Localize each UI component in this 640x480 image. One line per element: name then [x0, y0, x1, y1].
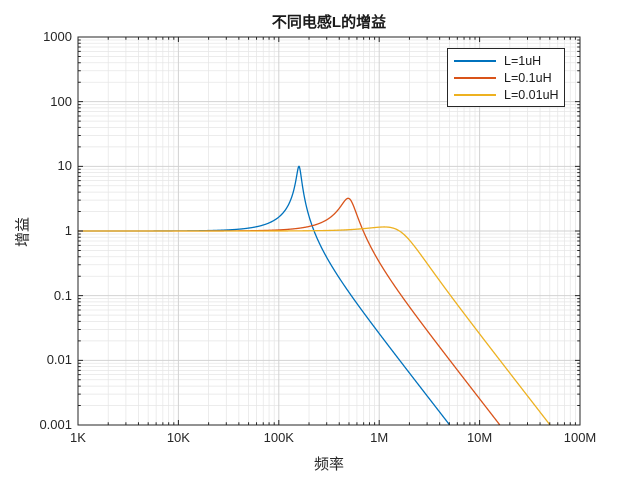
curves	[78, 165, 551, 425]
x-axis-label: 频率	[313, 456, 344, 473]
x-tick-label: 100M	[563, 430, 597, 445]
y-tick-label: 0.01	[46, 352, 72, 368]
y-tick-label: 1	[64, 223, 72, 238]
plot-title: 不同电感L的增益	[271, 14, 387, 31]
y-tick-label: 0.1	[53, 287, 72, 303]
x-tick-label: 1K	[70, 430, 86, 445]
x-tick-label: 100K	[263, 430, 294, 445]
legend-line-swatch	[454, 93, 496, 96]
legend-item: L=0.01uH	[448, 87, 564, 103]
legend-line-swatch	[454, 76, 496, 79]
x-tick-label: 1M	[370, 430, 389, 445]
legend: L=1uH L=0.1uH L=0.01uH	[447, 48, 565, 107]
y-tick-label: 100	[50, 93, 72, 109]
y-tick-label: 1000	[43, 29, 72, 44]
x-tick-label: 10K	[166, 430, 190, 445]
legend-item-label: L=1uH	[504, 53, 542, 68]
series-line-L=0.01uH	[78, 226, 551, 425]
legend-item-label: L=0.1uH	[504, 70, 552, 85]
y-tick-label: 10	[57, 158, 72, 174]
y-tick-label: 0.001	[39, 417, 72, 432]
legend-line-swatch	[454, 59, 496, 62]
legend-item: L=0.1uH	[448, 70, 564, 86]
legend-item: L=1uH	[448, 53, 564, 69]
legend-item-label: L=0.01uH	[504, 87, 559, 102]
x-tick-label: 10M	[466, 430, 493, 445]
axes-box	[77, 36, 581, 426]
